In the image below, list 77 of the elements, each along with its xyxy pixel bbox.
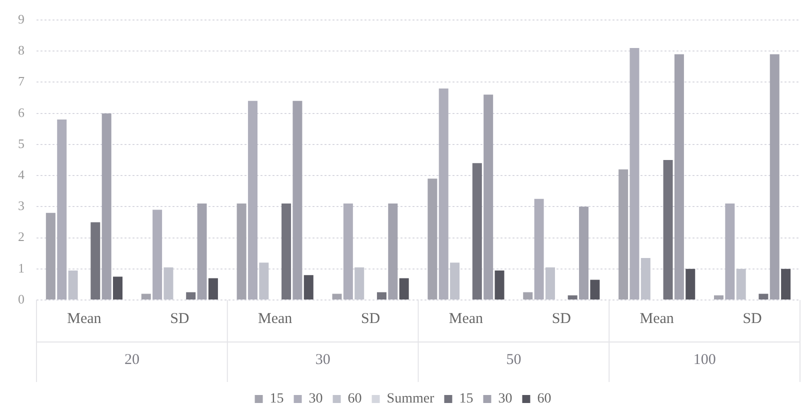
bar — [388, 204, 398, 300]
y-tick-label: 7 — [18, 74, 25, 89]
bar — [343, 204, 353, 300]
bar — [152, 210, 162, 300]
x-tick-label: Mean — [67, 310, 102, 327]
bar — [781, 268, 791, 300]
bar — [46, 212, 56, 300]
x-tick-label: SD — [742, 310, 762, 327]
bar — [545, 267, 555, 300]
bar — [568, 295, 578, 300]
y-tick-label: 8 — [18, 42, 24, 58]
text: 20 — [124, 352, 140, 368]
bar — [484, 94, 494, 300]
bar — [113, 276, 123, 300]
y-tick-label: 3 — [18, 198, 24, 214]
legend-label: 15 — [270, 392, 284, 407]
bar — [663, 160, 673, 300]
bar — [236, 204, 246, 300]
bar — [523, 292, 533, 300]
bar — [376, 292, 386, 300]
y-tick-label: 2 — [18, 229, 24, 244]
y-tick-label: 5 — [18, 136, 24, 151]
bar — [248, 100, 258, 300]
bar — [534, 198, 544, 300]
bar — [164, 267, 174, 300]
legend-label: Summer — [386, 392, 435, 407]
bar — [428, 178, 438, 300]
y-tick-label: 4 — [18, 166, 25, 182]
bar — [57, 120, 67, 300]
text: 50 — [506, 352, 522, 368]
bar — [354, 267, 364, 300]
bar — [758, 294, 768, 300]
bar — [304, 275, 314, 300]
bar — [590, 280, 600, 300]
bar — [736, 268, 746, 300]
x-tick-label: Mean — [448, 310, 484, 327]
legend-label: 60 — [348, 392, 362, 407]
bar — [770, 54, 780, 300]
x-tick-label: Mean — [258, 310, 293, 327]
y-tick-label: 6 — [18, 104, 25, 120]
bar — [141, 294, 151, 300]
text: 30 — [315, 352, 330, 368]
text: 100 — [693, 352, 716, 368]
bar — [450, 262, 460, 300]
bar — [332, 294, 342, 300]
bar — [714, 295, 724, 300]
x-tick-label: Mean — [640, 310, 674, 327]
x-tick-label: SD — [360, 310, 380, 327]
y-tick-label: 1 — [18, 260, 24, 276]
legend-label: 15 — [459, 392, 474, 407]
bar — [282, 204, 292, 300]
bar — [68, 270, 78, 300]
x-tick-label: SD — [170, 310, 190, 327]
bar — [618, 169, 628, 300]
bar — [292, 100, 302, 300]
bar — [438, 88, 448, 300]
bar — [399, 278, 409, 300]
bar — [579, 206, 589, 300]
legend-label: 30 — [308, 392, 323, 407]
bar — [630, 48, 640, 300]
bar — [259, 262, 269, 300]
bar — [640, 258, 650, 300]
legend-label: 30 — [498, 392, 512, 407]
bar — [674, 54, 684, 300]
bar — [472, 163, 482, 300]
bar — [102, 113, 112, 300]
bar — [197, 204, 207, 300]
bar — [208, 278, 218, 300]
bar — [186, 292, 196, 300]
y-tick-label: 9 — [18, 11, 24, 26]
y-tick-label: 0 — [18, 291, 24, 306]
legend-label: 60 — [537, 392, 552, 407]
x-tick-label: SD — [552, 310, 572, 327]
bar — [725, 204, 735, 300]
bar — [686, 268, 696, 300]
bar — [494, 270, 504, 300]
bar — [90, 222, 100, 300]
